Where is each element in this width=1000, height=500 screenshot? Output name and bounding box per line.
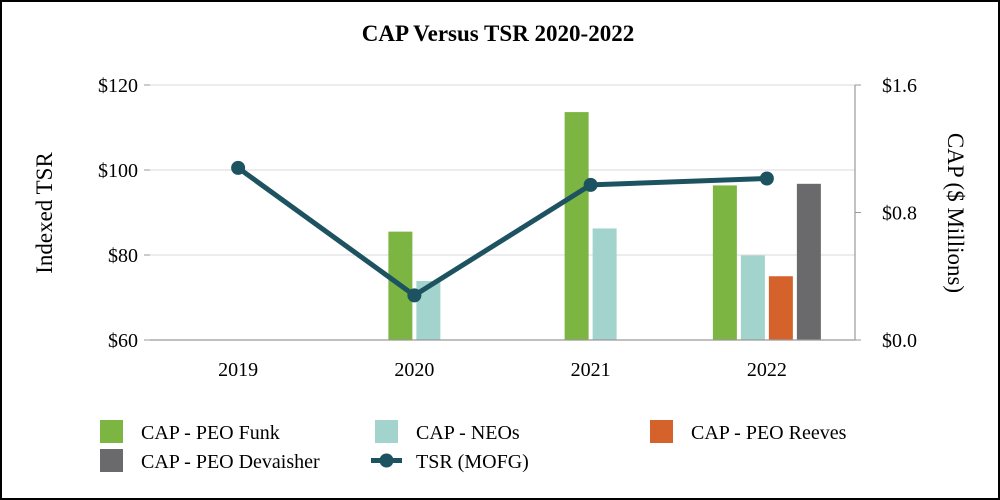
x-tick-label: 2019 <box>218 359 258 381</box>
bar-cap-peo-devaisher <box>797 184 821 340</box>
legend-label: CAP - NEOs <box>416 422 520 444</box>
legend-swatch <box>100 420 123 443</box>
y-right-tick-label: $1.6 <box>882 75 917 97</box>
bar-cap-peo-funk <box>713 185 737 340</box>
legend-label: CAP - PEO Funk <box>141 422 280 444</box>
tsr-point <box>231 161 245 175</box>
legend-label: CAP - PEO Devaisher <box>141 451 320 473</box>
legend-swatch <box>100 449 123 472</box>
axes: $60 $80 $100 $120 $0.0 $0.8 $1.6 2019 2020 2021 20… <box>98 75 917 381</box>
legend-label: CAP - PEO Reeves <box>691 422 847 444</box>
bars <box>388 112 821 340</box>
legend-marker <box>380 454 394 468</box>
legend-swatch <box>375 420 398 443</box>
bar-cap-neos <box>741 256 765 340</box>
y-right-label: CAP ($ Millions) <box>943 133 968 293</box>
chart: CAP Versus TSR 2020-2022 $60$80$100$120$… <box>0 0 1000 500</box>
bar-cap-neos <box>593 228 617 340</box>
tsr-point <box>407 288 421 302</box>
legend-swatch <box>650 420 673 443</box>
y-right-tick-label: $0.0 <box>882 330 917 352</box>
x-tick-label: 2020 <box>394 359 434 381</box>
tsr-point <box>760 172 774 186</box>
legend: CAP - PEO Funk CAP - NEOs CAP - PEO Reeves… <box>100 420 847 473</box>
y-left-tick-label: $60 <box>108 330 138 352</box>
bar-cap-peo-reeves <box>769 276 793 340</box>
grid <box>150 85 855 255</box>
chart-title: CAP Versus TSR 2020-2022 <box>362 21 634 46</box>
legend-label: TSR (MOFG) <box>416 451 529 473</box>
y-right-tick-label: $0.8 <box>882 203 917 225</box>
bar-cap-peo-funk <box>565 112 589 340</box>
x-tick-label: 2021 <box>571 359 611 381</box>
y-left-label: Indexed TSR <box>32 152 57 274</box>
tsr-point <box>584 178 598 192</box>
tsr-line <box>231 161 774 303</box>
y-left-tick-label: $80 <box>108 245 138 267</box>
y-left-tick-label: $100 <box>98 160 138 182</box>
tsr-line-path <box>238 168 767 296</box>
x-tick-label: 2022 <box>747 359 787 381</box>
y-left-tick-label: $120 <box>98 75 138 97</box>
